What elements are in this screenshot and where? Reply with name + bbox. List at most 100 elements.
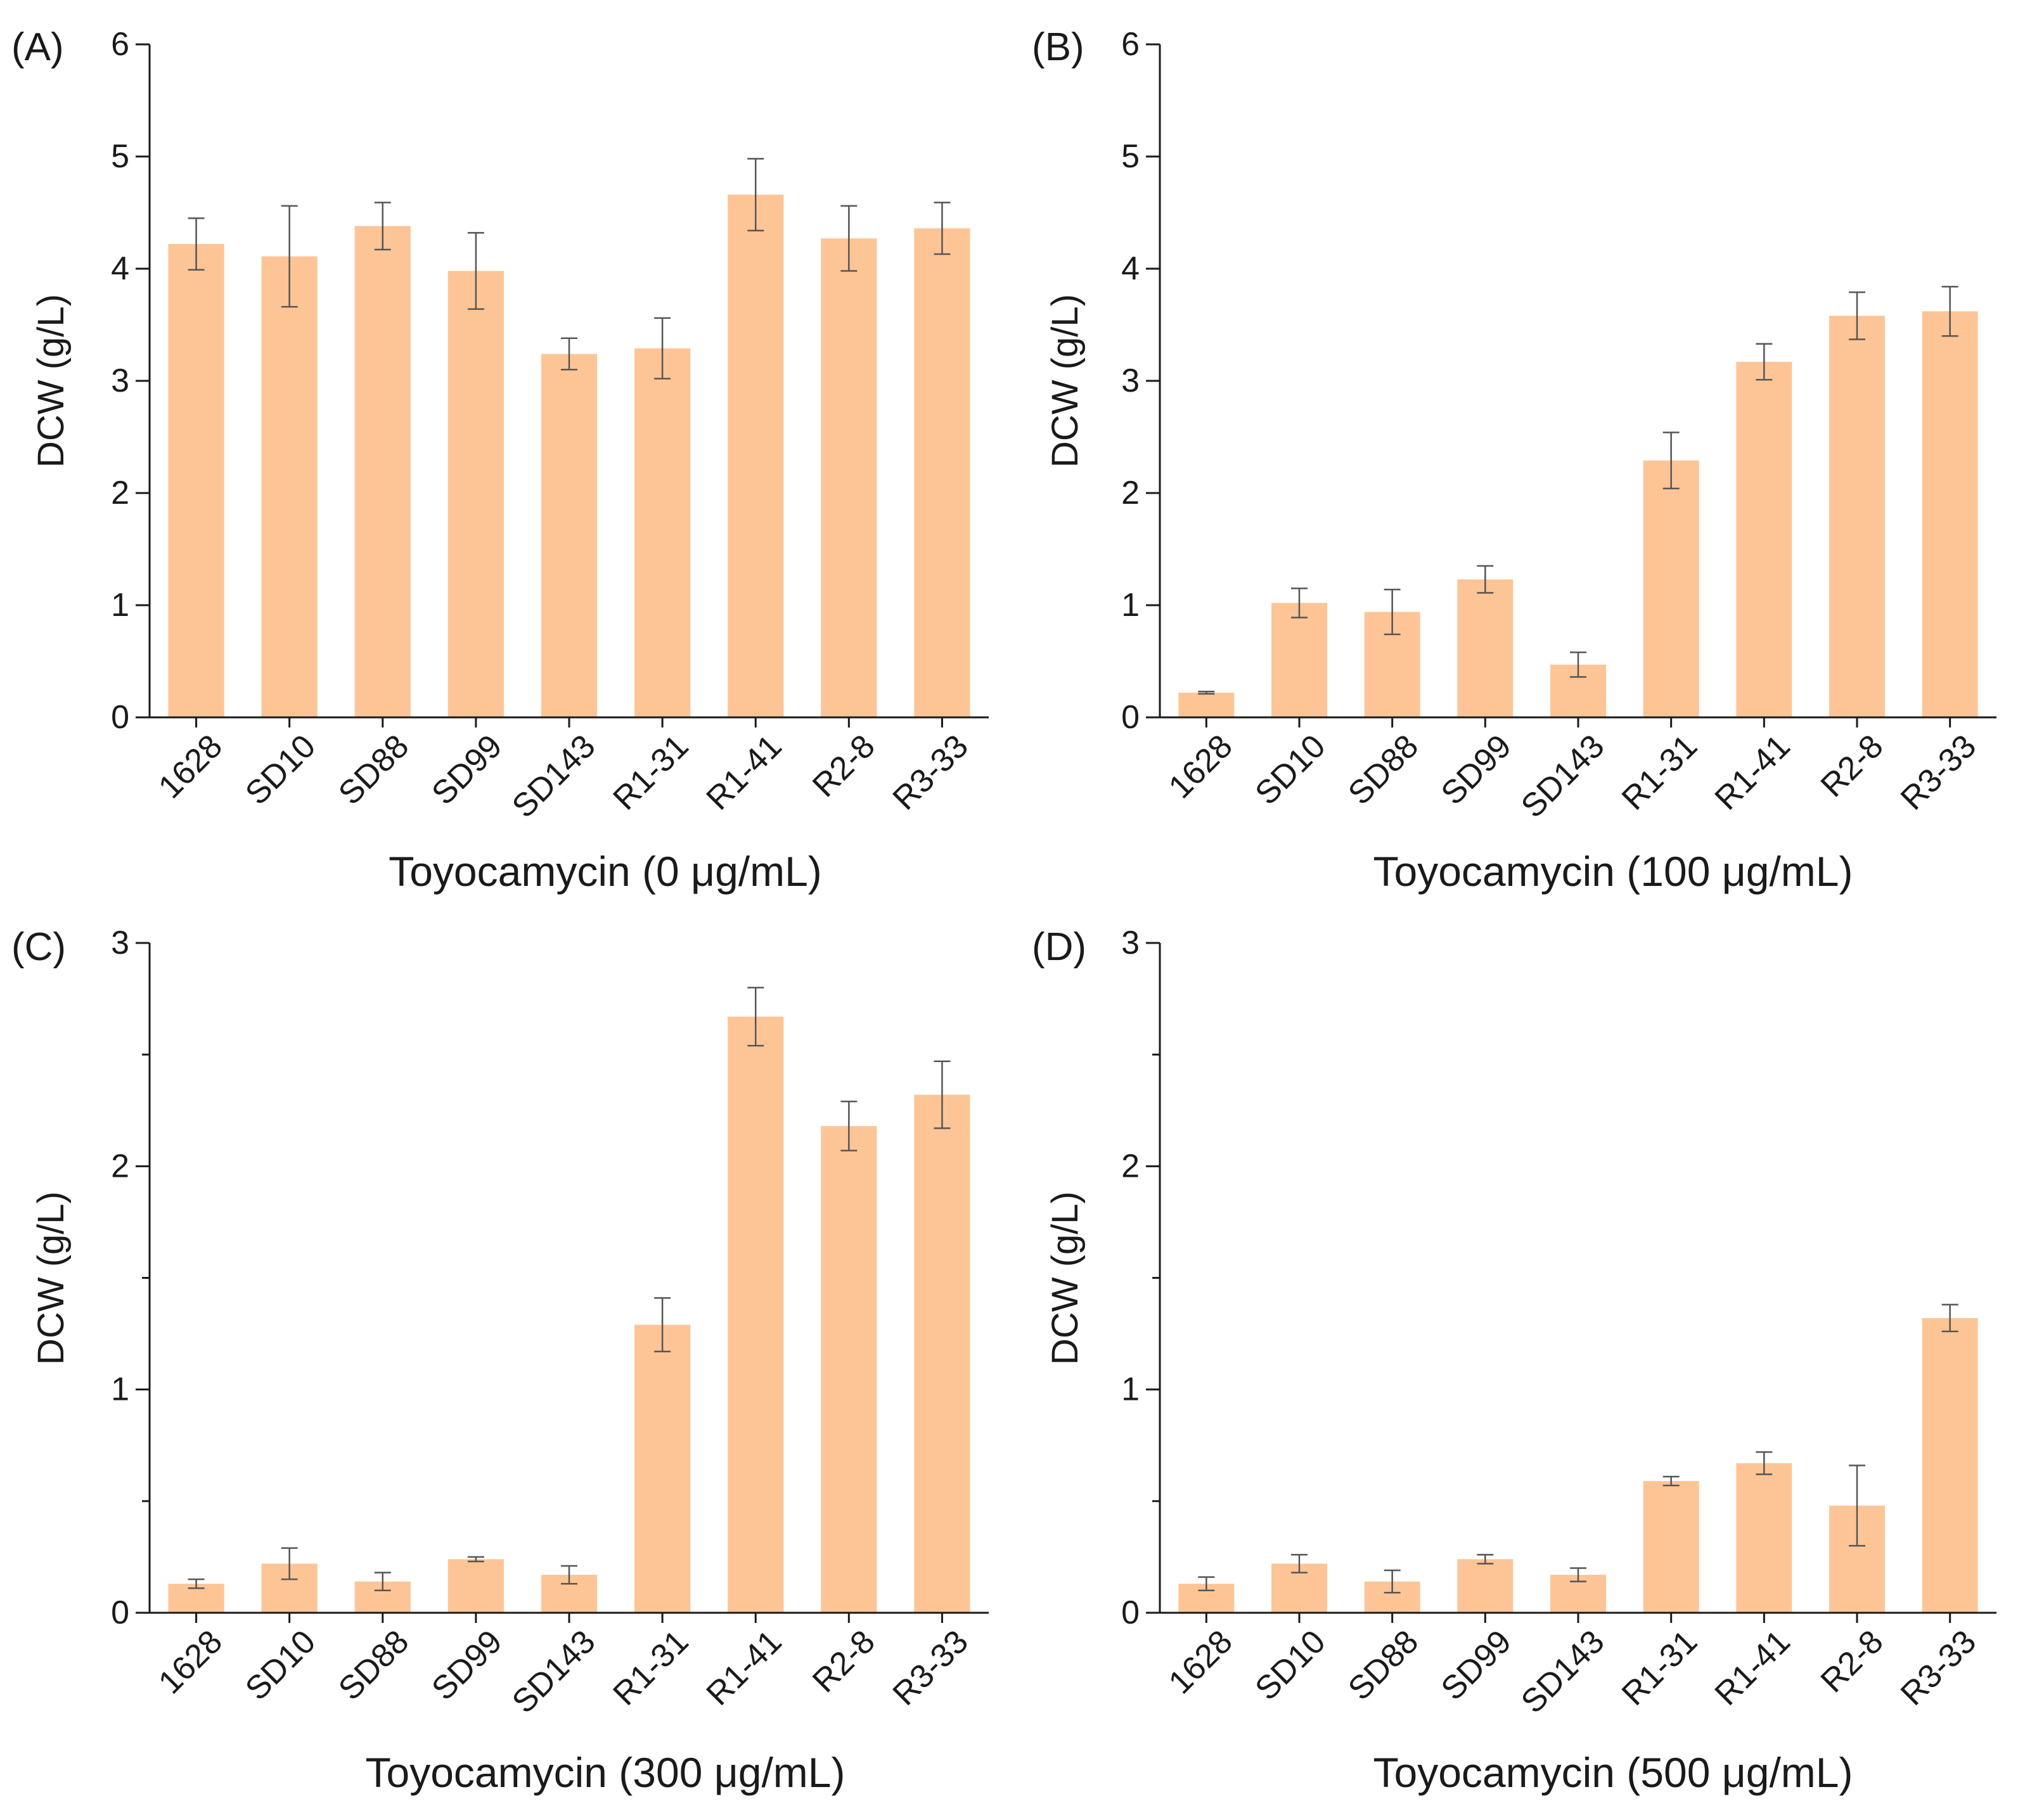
bar-R3-33 [1922, 311, 1978, 717]
error-bar-SD10 [1291, 587, 1308, 618]
error-bar-R1-31 [654, 317, 671, 380]
x-tick-label-1628: 1628 [1162, 727, 1240, 805]
bar-1628 [168, 244, 224, 717]
error-bar-SD143 [1570, 1567, 1586, 1582]
y-tick-label: 1 [111, 1371, 129, 1408]
error-bar-1628 [1198, 691, 1215, 695]
y-tick-label: 3 [1121, 362, 1140, 399]
bar-R3-33 [914, 1094, 970, 1613]
error-bar-SD88 [374, 202, 391, 251]
x-tick-label-R2-8: R2-8 [1814, 1623, 1891, 1700]
y-tick-label: 0 [111, 1594, 129, 1631]
y-tick-label: 1 [1121, 1371, 1140, 1408]
error-bar-R1-41 [1756, 1451, 1773, 1475]
panel-label: (D) [1032, 925, 1086, 969]
bar-R1-41 [1736, 1463, 1792, 1613]
error-bar-1628 [188, 1578, 205, 1589]
bar-R3-33 [914, 228, 970, 717]
bar-1628 [1178, 693, 1235, 717]
y-tick-label: 2 [1121, 1148, 1140, 1184]
x-tick-label-SD143: SD143 [505, 727, 602, 824]
x-tick-label-R1-31: R1-31 [1615, 1623, 1704, 1712]
x-tick-label-R1-41: R1-41 [1708, 727, 1797, 817]
error-bar-R1-31 [654, 1297, 671, 1353]
error-bar-SD10 [281, 1547, 298, 1580]
y-axis-label: DCW (g/L) [30, 1191, 72, 1365]
x-tick-label-R3-33: R3-33 [1894, 727, 1983, 817]
x-tick-label-SD143: SD143 [505, 1623, 602, 1720]
x-axis-label: Toyocamycin (500 μg/mL) [1373, 1749, 1853, 1796]
x-tick-label-1628: 1628 [1162, 1623, 1240, 1701]
x-tick-label-SD10: SD10 [238, 1623, 323, 1707]
error-bar-SD99 [467, 1556, 484, 1563]
x-tick-label-SD10: SD10 [1249, 727, 1333, 812]
panel-label: (A) [11, 25, 64, 69]
error-bar-R3-33 [1941, 286, 1958, 337]
error-bar-SD99 [1477, 1554, 1494, 1565]
error-bar-R1-41 [1756, 343, 1773, 381]
y-tick-label: 5 [111, 138, 129, 175]
y-tick-label: 3 [111, 362, 129, 399]
y-tick-label: 2 [1121, 475, 1140, 511]
error-bar-R2-8 [1849, 291, 1865, 340]
error-bar-1628 [1198, 1576, 1215, 1592]
bar-SD88 [354, 226, 411, 717]
x-tick-label-R3-33: R3-33 [886, 727, 975, 817]
error-bar-SD99 [467, 232, 484, 310]
x-axis-label: Toyocamycin (300 μg/mL) [366, 1749, 845, 1796]
error-bar-SD143 [561, 1565, 577, 1585]
x-tick-label-SD99: SD99 [425, 727, 509, 812]
error-bar-R2-8 [1849, 1464, 1865, 1547]
y-tick-label: 2 [111, 1148, 129, 1184]
panel-label: (C) [11, 925, 66, 969]
y-tick-label: 0 [1121, 699, 1140, 736]
x-tick-label-1628: 1628 [151, 1623, 229, 1701]
y-tick-label: 0 [111, 699, 129, 736]
error-bar-R1-31 [1662, 1475, 1680, 1487]
x-tick-label-SD88: SD88 [331, 1623, 416, 1707]
error-bar-SD88 [374, 1572, 391, 1592]
y-axis-label: DCW (g/L) [30, 294, 72, 468]
bar-R2-8 [821, 238, 877, 718]
x-tick-label-R3-33: R3-33 [886, 1623, 975, 1712]
error-bar-R3-33 [934, 202, 951, 255]
x-tick-label-R2-8: R2-8 [806, 727, 882, 804]
x-tick-label-SD99: SD99 [1434, 727, 1519, 812]
bar-SD99 [447, 271, 505, 717]
error-bar-R1-41 [747, 158, 764, 232]
x-tick-label-SD143: SD143 [1514, 727, 1611, 824]
y-tick-label: 0 [1121, 1594, 1140, 1631]
x-tick-label-SD99: SD99 [425, 1623, 509, 1707]
x-tick-label-1628: 1628 [151, 727, 229, 805]
x-tick-label-R2-8: R2-8 [1814, 727, 1891, 804]
error-bar-R1-31 [1662, 432, 1680, 490]
bar-SD10 [261, 256, 318, 717]
y-axis-label: DCW (g/L) [1045, 1191, 1086, 1365]
error-bar-SD99 [1477, 565, 1494, 594]
y-tick-label: 3 [111, 925, 129, 961]
bar-R2-8 [821, 1125, 877, 1613]
y-tick-label: 6 [1121, 26, 1140, 63]
x-tick-label-SD99: SD99 [1434, 1623, 1519, 1707]
x-tick-label-R1-31: R1-31 [1615, 727, 1704, 817]
bar-SD10 [1271, 603, 1327, 717]
x-tick-label-R3-33: R3-33 [1894, 1623, 1983, 1712]
bar-R2-8 [1829, 316, 1885, 718]
error-bar-SD10 [1291, 1554, 1308, 1573]
error-bar-1628 [188, 217, 205, 271]
x-tick-label-SD88: SD88 [1341, 1623, 1425, 1707]
y-tick-label: 5 [1121, 138, 1140, 175]
x-tick-label-SD88: SD88 [1341, 727, 1425, 812]
y-tick-label: 3 [1121, 925, 1140, 961]
panel-label: (B) [1032, 25, 1084, 69]
x-tick-label-SD10: SD10 [1249, 1623, 1333, 1707]
error-bar-SD88 [1384, 588, 1401, 636]
x-tick-label-R1-41: R1-41 [1708, 1623, 1797, 1712]
bar-SD99 [1457, 1559, 1514, 1613]
x-tick-label-R1-31: R1-31 [606, 727, 695, 817]
x-tick-label-R2-8: R2-8 [806, 1623, 882, 1700]
error-bar-R3-33 [1941, 1304, 1958, 1333]
